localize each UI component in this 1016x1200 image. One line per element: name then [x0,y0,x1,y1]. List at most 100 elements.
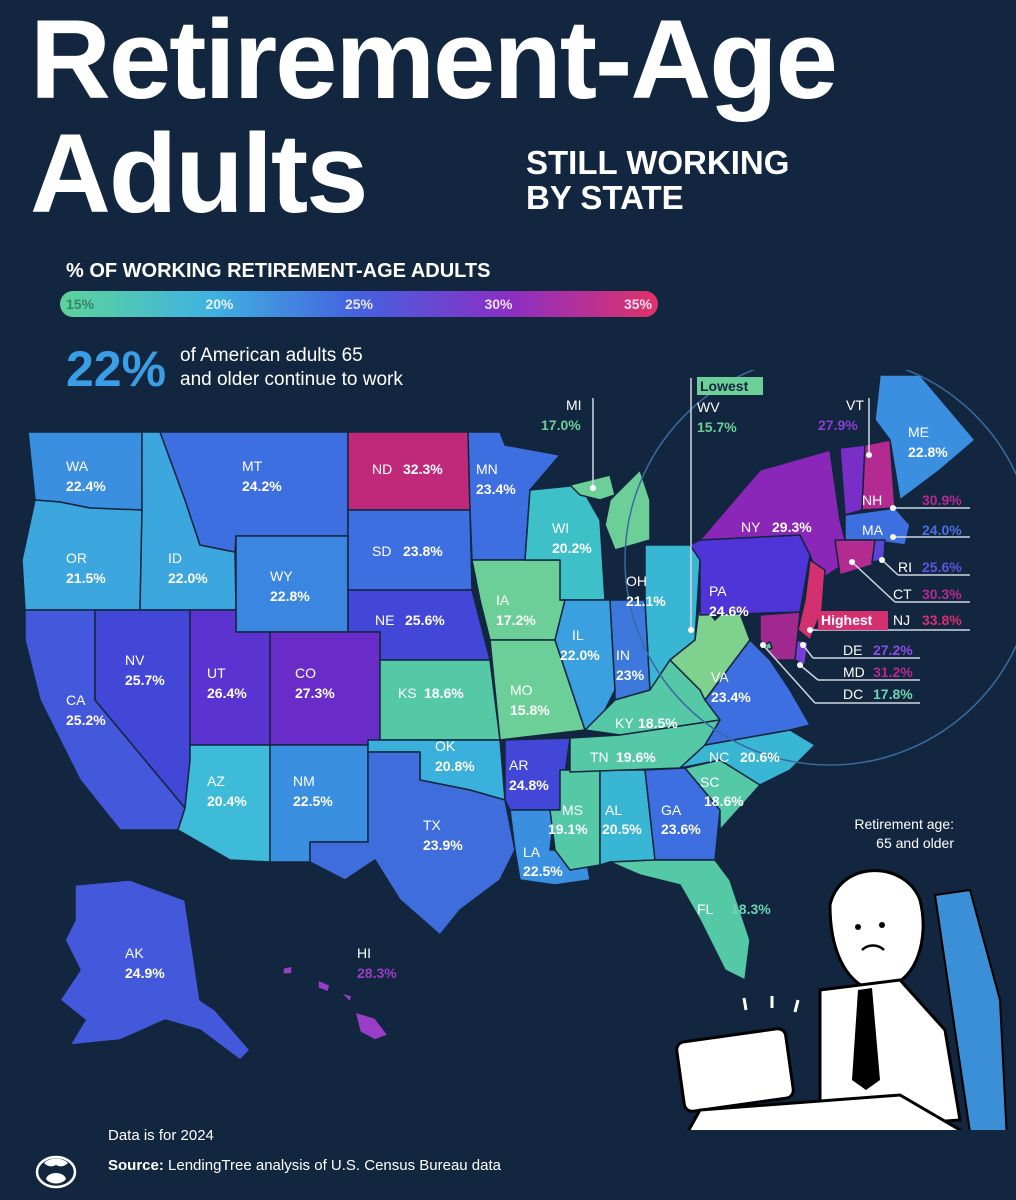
label-NH-abbr: NH [862,492,882,508]
label-WA-abbr: WA [66,458,89,474]
state-TX [309,751,516,936]
label-MT-abbr: MT [242,458,263,474]
label-WV-value: 15.7% [697,419,737,435]
label-IL-abbr: IL [572,627,584,643]
label-OK-value: 20.8% [435,758,475,774]
label-CA-abbr: CA [66,692,86,708]
label-MD-abbr: MD [843,664,865,680]
label-MN-value: 23.4% [476,481,516,497]
label-ND-value: 32.3% [403,461,443,477]
state-AK [59,879,251,1061]
title-line-1: Retirement-Age [30,0,838,122]
state-IA [471,559,566,641]
label-CA-value: 25.2% [66,712,106,728]
state-VA [704,639,811,746]
legend-tick: 20% [205,296,234,312]
label-GA-abbr: GA [661,802,682,818]
note-line-2: 65 and older [876,834,954,851]
label-VT-abbr: VT [846,397,864,413]
label-LA-value: 22.5% [523,863,563,879]
label-MT-value: 24.2% [242,478,282,494]
legend-title: % OF WORKING RETIREMENT-AGE ADULTS [66,260,491,282]
label-DE-abbr: DE [843,642,862,658]
label-AZ-value: 20.4% [207,793,247,809]
label-VA-value: 23.4% [711,689,751,705]
legend-tick: 30% [484,296,513,312]
label-LA-abbr: LA [523,844,541,860]
state-NJ [797,559,826,641]
us-choropleth-map: WA 22.4% OR 21.5% ID 22.0% MT 24.2% WY 2… [21,370,1016,1130]
label-VA-abbr: VA [711,669,729,685]
label-MO-value: 15.8% [510,702,550,718]
label-MD-value: 31.2% [873,664,913,680]
label-SC-abbr: SC [700,774,719,790]
subtitle-line-2: BY STATE [526,178,684,216]
label-AR-value: 24.8% [509,777,549,793]
label-DC-value: 17.8% [873,686,913,702]
label-ND-abbr: ND [372,461,392,477]
label-WV-abbr: WV [697,399,720,415]
label-MA-abbr: MA [862,522,884,538]
state-ME [874,374,976,501]
label-MS-abbr: MS [562,802,583,818]
legend-tick: 25% [344,296,373,312]
national-stat-line-2: and older continue to work [180,368,403,390]
label-SC-value: 18.6% [704,793,744,809]
label-WI-value: 20.2% [552,540,592,556]
label-TX-abbr: TX [423,817,442,833]
label-SD-abbr: SD [372,543,391,559]
label-TN-value: 19.6% [616,749,656,765]
label-NC-abbr: NC [709,749,729,765]
label-AK-abbr: AK [125,945,144,961]
subtitle: STILL WORKING BY STATE [526,144,790,216]
label-WA-value: 22.4% [66,478,106,494]
highest-badge [818,611,888,630]
label-NH-value: 30.9% [922,492,962,508]
retirement-age-note: Retirement age: 65 and older [830,815,954,853]
label-CT-abbr: CT [893,586,912,602]
label-NV-abbr: NV [125,652,145,668]
label-WY-abbr: WY [270,568,293,584]
label-NE-value: 25.6% [405,612,445,628]
label-AR-abbr: AR [509,757,528,773]
label-GA-value: 23.6% [661,821,701,837]
label-NM-value: 22.5% [293,793,333,809]
label-IN-abbr: IN [616,647,630,663]
subtitle-line-1: STILL WORKING [526,144,790,181]
label-ME-value: 22.8% [908,444,948,460]
label-FL-value: 18.3% [731,901,771,917]
label-IL-value: 22.0% [560,647,600,663]
label-CT-value: 30.3% [922,586,962,602]
label-AZ-abbr: AZ [207,773,225,789]
state-HI [282,965,389,1041]
legend-tick: 15% [66,296,95,312]
label-DC-abbr: DC [843,686,863,702]
label-NM-abbr: NM [293,773,315,789]
source-label: Source: [108,1157,164,1174]
label-CO-value: 27.3% [295,685,335,701]
label-CO-abbr: CO [295,665,316,681]
label-IN-value: 23% [616,667,645,683]
lowest-badge-label: Lowest [700,378,749,394]
zoom-ring [624,370,1016,766]
color-scale-legend: 15% 20% 25% 30% 35% [60,291,658,317]
label-UT-abbr: UT [207,665,226,681]
worker-illustration [675,869,1008,1130]
state-CT [834,539,876,576]
label-AL-value: 20.5% [602,821,642,837]
highest-badge-label: Highest [821,612,873,628]
label-OH-value: 21.1% [626,593,666,609]
label-HI-value: 28.3% [357,965,397,981]
label-HI-abbr: HI [357,945,371,961]
label-WI-abbr: WI [552,520,569,536]
label-SD-value: 23.8% [403,543,443,559]
label-MN-abbr: MN [476,461,498,477]
label-NY-value: 29.3% [772,519,812,535]
lowest-badge [697,377,763,395]
label-NV-value: 25.7% [125,672,165,688]
label-TX-value: 23.9% [423,837,463,853]
label-NJ-abbr: NJ [893,612,910,628]
label-MO-abbr: MO [510,682,533,698]
label-TN-abbr: TN [590,749,609,765]
label-IA-value: 17.2% [496,612,536,628]
